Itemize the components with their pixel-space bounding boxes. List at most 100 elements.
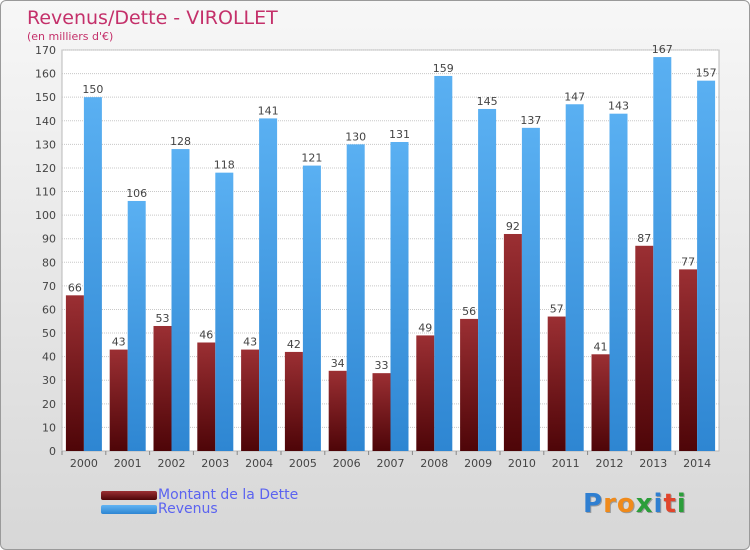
x-tick-label: 2002 bbox=[158, 457, 186, 470]
y-tick-label: 60 bbox=[42, 303, 56, 316]
y-tick-label: 110 bbox=[35, 186, 56, 199]
data-label-debt: 57 bbox=[550, 303, 564, 316]
data-label-debt: 77 bbox=[681, 255, 695, 268]
bar-debt-2007 bbox=[372, 373, 391, 451]
legend-label-debt: Montant de la Dette bbox=[158, 487, 299, 503]
y-tick-label: 160 bbox=[35, 68, 56, 81]
data-label-revenus: 121 bbox=[301, 152, 322, 165]
data-label-debt: 66 bbox=[68, 281, 82, 294]
data-label-revenus: 106 bbox=[126, 187, 147, 200]
bar-revenus-2005 bbox=[302, 165, 321, 452]
data-label-debt: 34 bbox=[331, 357, 345, 370]
bar-debt-2009 bbox=[460, 318, 479, 451]
y-tick-label: 40 bbox=[42, 351, 56, 364]
chart-title: Revenus/Dette - VIROLLET bbox=[27, 7, 278, 29]
bar-revenus-2013 bbox=[653, 57, 672, 451]
x-tick-label: 2003 bbox=[201, 457, 229, 470]
data-label-debt: 43 bbox=[112, 336, 126, 349]
bar-debt-2005 bbox=[284, 351, 303, 451]
bar-debt-2011 bbox=[547, 316, 566, 451]
y-tick-label: 100 bbox=[35, 209, 56, 222]
logo-letter: P bbox=[583, 489, 604, 519]
proxiti-logo: Proxiti bbox=[583, 489, 687, 519]
y-tick-label: 0 bbox=[49, 445, 56, 458]
data-label-debt: 53 bbox=[156, 312, 170, 325]
y-tick-label: 170 bbox=[35, 44, 56, 57]
data-label-debt: 92 bbox=[506, 220, 520, 233]
bar-debt-2004 bbox=[241, 349, 260, 451]
bar-debt-2006 bbox=[328, 370, 347, 451]
bar-debt-2001 bbox=[109, 349, 128, 451]
y-tick-label: 10 bbox=[42, 421, 56, 434]
y-tick-label: 80 bbox=[42, 256, 56, 269]
data-label-debt: 46 bbox=[199, 328, 213, 341]
bar-debt-2013 bbox=[635, 245, 654, 451]
logo-letter: t bbox=[663, 489, 677, 519]
bar-debt-2008 bbox=[416, 335, 435, 451]
data-label-debt: 43 bbox=[243, 336, 257, 349]
x-tick-label: 2011 bbox=[552, 457, 580, 470]
y-tick-label: 20 bbox=[42, 398, 56, 411]
y-tick-label: 70 bbox=[42, 280, 56, 293]
bar-revenus-2004 bbox=[259, 118, 278, 451]
legend-swatch-debt bbox=[101, 491, 157, 500]
data-label-revenus: 131 bbox=[389, 128, 410, 141]
x-tick-label: 2008 bbox=[420, 457, 448, 470]
bar-debt-2010 bbox=[503, 233, 522, 451]
data-label-debt: 56 bbox=[462, 305, 476, 318]
x-tick-label: 2001 bbox=[114, 457, 142, 470]
bar-debt-2003 bbox=[197, 342, 216, 451]
bar-revenus-2006 bbox=[346, 144, 365, 451]
x-tick-label: 2012 bbox=[596, 457, 624, 470]
data-label-debt: 41 bbox=[594, 340, 608, 353]
bar-debt-2012 bbox=[591, 354, 610, 451]
logo-letter: i bbox=[653, 489, 664, 519]
bar-revenus-2002 bbox=[171, 149, 190, 451]
bar-revenus-2009 bbox=[478, 108, 497, 452]
y-tick-label: 30 bbox=[42, 374, 56, 387]
x-tick-label: 2014 bbox=[683, 457, 711, 470]
data-label-revenus: 150 bbox=[82, 83, 103, 96]
chart-subtitle: (en milliers d'€) bbox=[27, 30, 114, 43]
data-label-revenus: 145 bbox=[477, 95, 498, 108]
y-tick-label: 140 bbox=[35, 115, 56, 128]
data-label-revenus: 143 bbox=[608, 100, 629, 113]
data-label-revenus: 141 bbox=[258, 104, 279, 117]
x-tick-label: 2009 bbox=[464, 457, 492, 470]
x-tick-label: 2005 bbox=[289, 457, 317, 470]
x-tick-label: 2007 bbox=[377, 457, 405, 470]
x-tick-label: 2006 bbox=[333, 457, 361, 470]
data-label-debt: 33 bbox=[375, 359, 389, 372]
data-label-revenus: 167 bbox=[652, 43, 673, 56]
data-label-revenus: 157 bbox=[696, 67, 717, 80]
y-tick-label: 50 bbox=[42, 327, 56, 340]
bar-revenus-2001 bbox=[127, 200, 146, 451]
legend-swatch-revenus bbox=[101, 505, 157, 514]
x-tick-label: 2000 bbox=[70, 457, 98, 470]
bar-revenus-2012 bbox=[609, 113, 628, 451]
legend-label-revenus: Revenus bbox=[158, 501, 218, 517]
x-tick-label: 2013 bbox=[639, 457, 667, 470]
bar-revenus-2014 bbox=[697, 80, 716, 451]
data-label-revenus: 130 bbox=[345, 130, 366, 143]
logo-letter: o bbox=[616, 489, 636, 519]
data-label-debt: 87 bbox=[637, 232, 651, 245]
bar-revenus-2011 bbox=[565, 104, 584, 452]
bar-revenus-2007 bbox=[390, 141, 409, 451]
bar-revenus-2010 bbox=[521, 127, 540, 451]
bar-debt-2014 bbox=[679, 269, 698, 451]
data-label-revenus: 118 bbox=[214, 159, 235, 172]
x-tick-label: 2010 bbox=[508, 457, 536, 470]
y-tick-label: 90 bbox=[42, 233, 56, 246]
data-label-revenus: 147 bbox=[564, 90, 585, 103]
bar-revenus-2008 bbox=[434, 75, 453, 452]
data-label-revenus: 159 bbox=[433, 62, 454, 75]
y-tick-label: 120 bbox=[35, 162, 56, 175]
data-label-debt: 42 bbox=[287, 338, 301, 351]
data-label-revenus: 128 bbox=[170, 135, 191, 148]
bar-debt-2000 bbox=[65, 295, 84, 451]
logo-letter: x bbox=[635, 489, 654, 519]
bar-debt-2002 bbox=[153, 325, 172, 451]
